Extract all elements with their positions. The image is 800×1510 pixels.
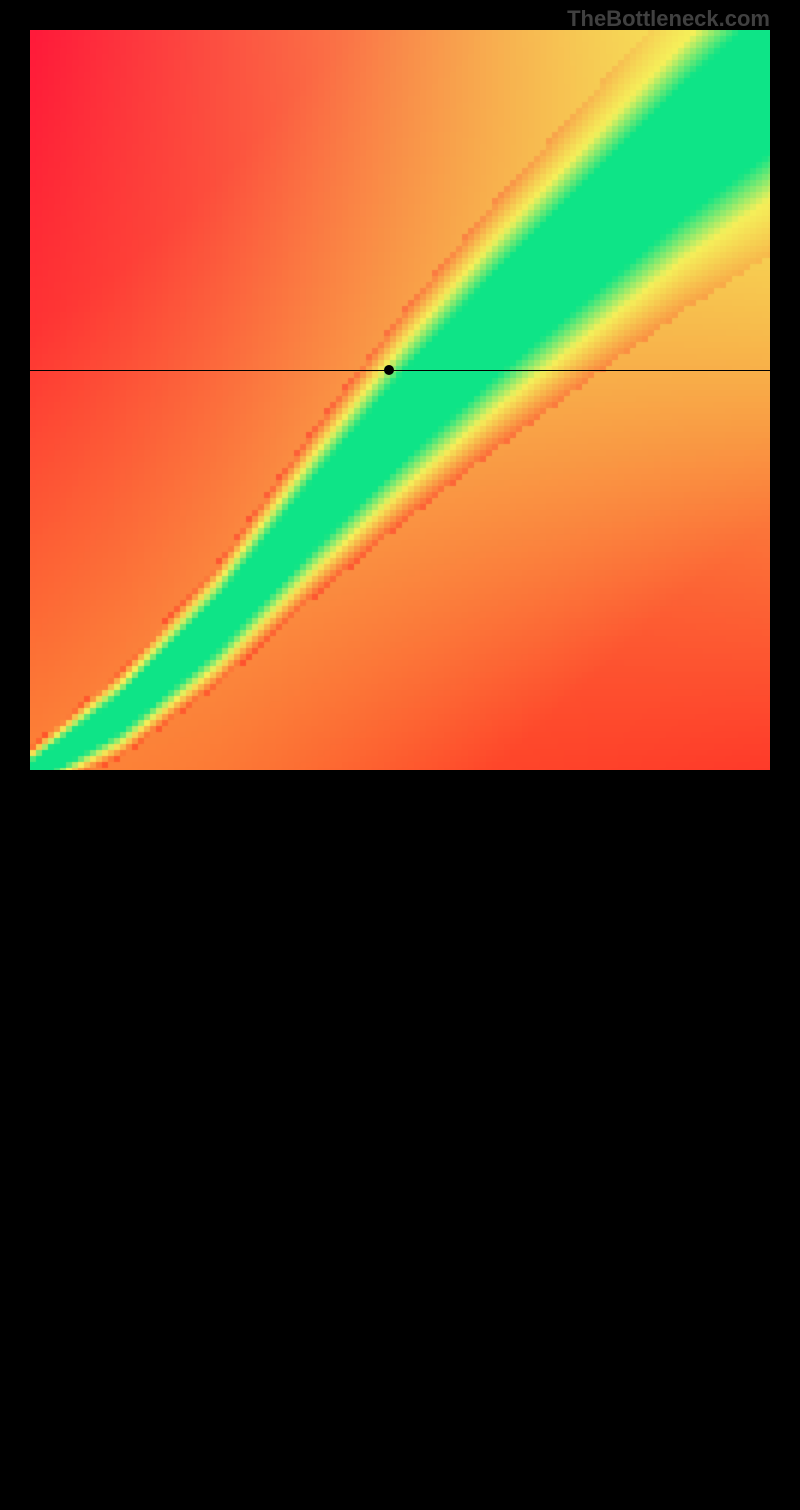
watermark-text: TheBottleneck.com xyxy=(567,6,770,32)
heatmap-plot xyxy=(30,30,770,770)
crosshair-horizontal xyxy=(30,370,770,371)
heatmap-canvas xyxy=(30,30,770,770)
marker-point xyxy=(384,365,394,375)
crosshair-vertical xyxy=(389,770,390,1510)
